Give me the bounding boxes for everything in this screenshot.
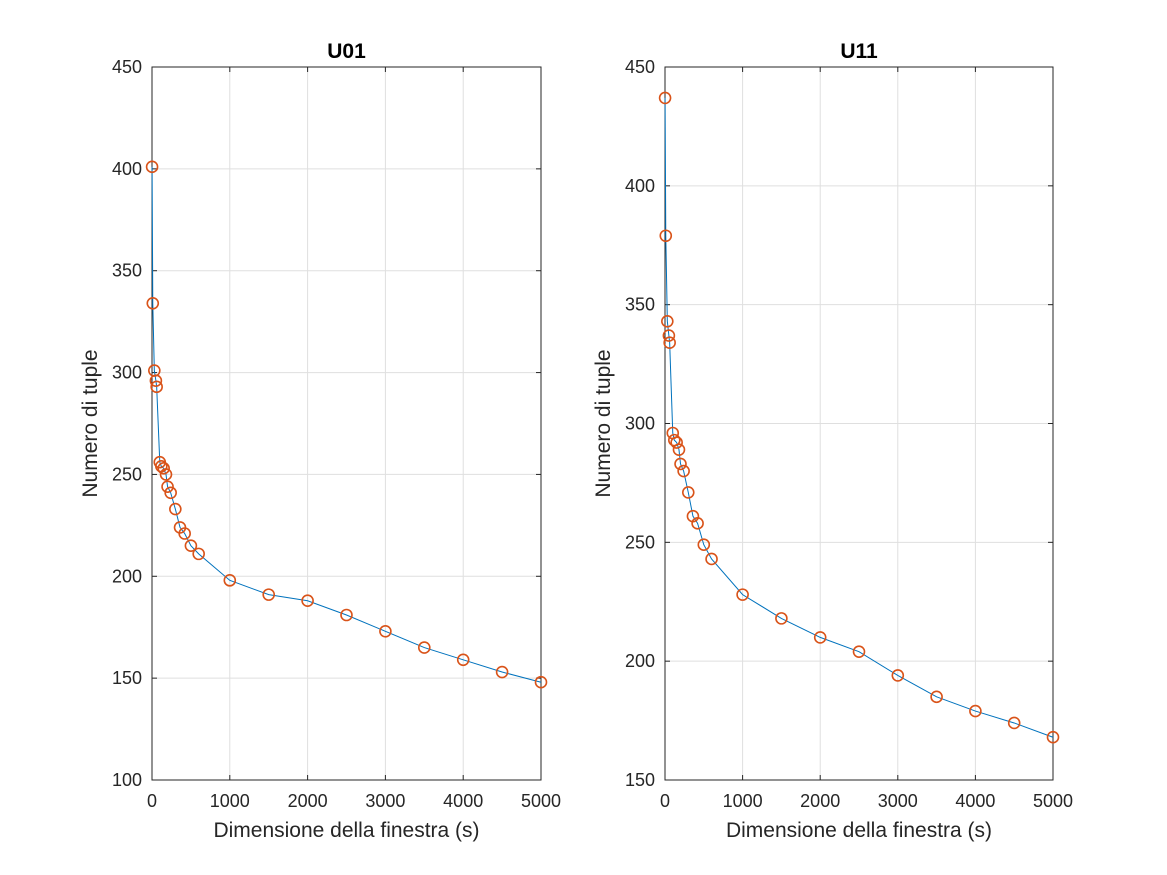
y-tick-label: 400: [112, 159, 142, 179]
y-tick-label: 350: [112, 261, 142, 281]
data-point: [262, 588, 276, 601]
y-tick-label: 250: [625, 532, 655, 552]
data-point: [697, 538, 711, 552]
data-point: [495, 665, 509, 679]
data-point: [150, 380, 163, 394]
data-point: [659, 229, 673, 243]
chart-panel-u11: 0 1000 2000 3000 4000 5000 150 200 250 300 350 400 4…: [592, 40, 1073, 842]
data-point: [681, 486, 695, 499]
data-point: [775, 612, 788, 625]
data-point: [670, 436, 683, 449]
data-point: [672, 443, 686, 456]
y-tick-label: 100: [112, 770, 142, 790]
data-point: [417, 641, 431, 654]
data-point: [661, 315, 674, 328]
data-point: [145, 160, 159, 174]
data-point: [813, 631, 827, 644]
data-point: [891, 669, 905, 682]
series-line: [664, 97, 1054, 738]
chart-panel-u01: 0 1000 2000 3000 4000 5000 100 150 200 250 300 350 4…: [79, 40, 561, 842]
data-point: [1007, 716, 1021, 730]
x-tick-label: 1000: [723, 791, 763, 811]
y-tick-label: 300: [625, 414, 655, 434]
data-point: [677, 464, 690, 478]
x-tick-label: 2000: [800, 791, 840, 811]
chart-title: U11: [840, 40, 878, 63]
y-tick-label: 450: [112, 57, 142, 77]
y-tick-label: 450: [625, 57, 655, 77]
data-point: [663, 336, 676, 349]
x-tick-label: 2000: [288, 791, 328, 811]
data-point: [705, 552, 718, 566]
y-tick-label: 300: [112, 363, 142, 383]
data-point: [534, 675, 548, 689]
data-point: [658, 91, 672, 105]
y-tick-label: 400: [625, 176, 655, 196]
data-point: [852, 645, 866, 658]
data-point: [301, 594, 314, 608]
y-axis-label: Numero di tuple: [79, 349, 102, 497]
data-point: [340, 608, 353, 622]
axes-box: [151, 66, 542, 781]
data-point: [169, 502, 182, 516]
data-point: [691, 517, 704, 530]
data-point: [379, 624, 392, 638]
x-axis-label: Dimensione della finestra (s): [213, 819, 479, 842]
data-point: [164, 486, 177, 500]
data-point: [146, 297, 160, 310]
data-point: [969, 704, 982, 718]
data-point: [159, 468, 173, 481]
y-tick-label: 250: [112, 464, 142, 484]
data-point: [161, 480, 174, 493]
x-tick-label: 5000: [1033, 791, 1073, 811]
data-point: [192, 547, 205, 561]
x-axis-label: Dimensione della finestra (s): [726, 819, 992, 842]
y-tick-label: 150: [625, 770, 655, 790]
x-tick-label: 0: [147, 791, 157, 811]
data-point: [736, 588, 749, 601]
data-point: [157, 462, 170, 475]
data-point: [1046, 730, 1060, 744]
x-tick-label: 5000: [521, 791, 561, 811]
y-tick-label: 200: [625, 651, 655, 671]
data-point: [930, 690, 943, 704]
data-point: [178, 527, 191, 540]
x-tick-label: 3000: [365, 791, 405, 811]
x-tick-label: 3000: [878, 791, 918, 811]
data-point: [662, 329, 676, 342]
plot-area: [152, 67, 541, 780]
x-tick-label: 1000: [210, 791, 250, 811]
data-point: [223, 574, 237, 587]
x-tick-label: 0: [660, 791, 670, 811]
data-point: [456, 653, 470, 667]
data-point: [149, 374, 163, 388]
y-tick-label: 150: [112, 668, 142, 688]
data-point: [674, 457, 687, 471]
x-tick-label: 4000: [443, 791, 483, 811]
y-axis-label: Numero di tuple: [592, 349, 615, 497]
y-tick-label: 350: [625, 295, 655, 315]
y-tick-label: 200: [112, 566, 142, 586]
x-tick-label: 4000: [955, 791, 995, 811]
chart-title: U01: [327, 40, 366, 63]
data-point: [184, 539, 198, 553]
